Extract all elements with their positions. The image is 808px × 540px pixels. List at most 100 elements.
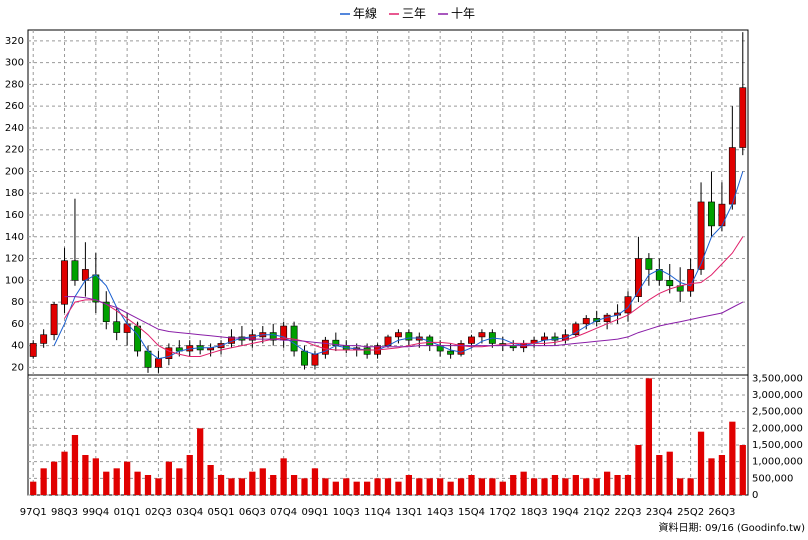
y-tick-label: 260 xyxy=(5,101,24,112)
y2-tick-label: 3,000,000 xyxy=(752,390,803,401)
volume-bar xyxy=(489,478,496,495)
y2-tick-label: 500,000 xyxy=(752,473,793,484)
volume-bar xyxy=(447,481,454,495)
candle-body xyxy=(624,296,632,314)
candle-body xyxy=(697,201,705,270)
y2-tick-label: 1,500,000 xyxy=(752,440,803,451)
volume-bar xyxy=(635,445,642,495)
x-tick-label: 23Q4 xyxy=(646,507,673,518)
x-tick-label: 22Q3 xyxy=(615,507,642,518)
volume-bar xyxy=(82,455,89,495)
legend-label: 年線 xyxy=(353,6,377,21)
volume-bar xyxy=(61,451,68,495)
y-tick-label: 20 xyxy=(11,362,24,373)
y2-tick-label: 2,500,000 xyxy=(752,407,803,418)
volume-bar xyxy=(186,455,193,495)
volume-bar xyxy=(405,475,412,495)
volume-bar xyxy=(520,471,527,495)
candle-body xyxy=(50,303,58,336)
volume-bar xyxy=(593,478,600,495)
volume-bar xyxy=(280,458,287,495)
x-tick-label: 09Q1 xyxy=(301,507,328,518)
ma-line xyxy=(64,296,744,348)
volume-bar xyxy=(499,481,506,495)
volume-bar xyxy=(197,428,204,495)
volume-bar xyxy=(290,475,298,495)
y-tick-label: 320 xyxy=(5,36,24,47)
volume-bar xyxy=(40,468,47,495)
candle-body xyxy=(395,332,402,338)
volume-bar xyxy=(510,475,517,495)
volume-bar xyxy=(155,478,162,495)
x-tick-label: 02Q3 xyxy=(145,507,172,518)
volume-bar xyxy=(551,475,559,495)
candle-body xyxy=(666,280,674,287)
candle-body xyxy=(405,332,413,341)
candle-body xyxy=(29,343,37,357)
x-tick-label: 13Q1 xyxy=(395,507,422,518)
x-tick-label: 05Q1 xyxy=(208,507,235,518)
volume-bar xyxy=(677,478,684,495)
x-tick-label: 07Q4 xyxy=(270,507,297,518)
volume-bar xyxy=(468,475,475,495)
volume-bar xyxy=(207,465,214,495)
volume-bar xyxy=(144,475,152,495)
candle-body xyxy=(478,332,486,338)
candle-body xyxy=(144,350,152,368)
volume-bar xyxy=(71,435,79,495)
volume-bar xyxy=(562,478,569,495)
volume-bar xyxy=(176,468,183,495)
candle-body xyxy=(363,347,371,355)
x-tick-label: 98Q3 xyxy=(51,507,78,518)
footer-note: 資料日期: 09/16 (Goodinfo.tw) xyxy=(658,521,805,534)
candle-body xyxy=(92,274,100,303)
volume-bar xyxy=(718,455,726,495)
volume-bar xyxy=(165,461,172,495)
volume-bar xyxy=(478,478,486,495)
volume-bar xyxy=(311,468,319,495)
volume-bar xyxy=(384,478,392,495)
legend-label: 三年 xyxy=(402,7,426,21)
y-tick-label: 120 xyxy=(5,254,24,265)
candle-body xyxy=(311,354,319,366)
volume-bar xyxy=(259,468,266,495)
volume-bar xyxy=(739,445,746,495)
volume-bar xyxy=(103,471,110,495)
volume-bar xyxy=(604,471,611,495)
volume-bar xyxy=(332,481,339,495)
volume-bar xyxy=(708,458,715,495)
y-tick-label: 220 xyxy=(5,145,24,156)
x-tick-label: 18Q3 xyxy=(521,507,548,518)
volume-bar xyxy=(113,468,120,495)
volume-bar xyxy=(301,478,308,495)
volume-bar xyxy=(217,475,225,495)
volume-bar xyxy=(645,378,652,495)
volume-bar xyxy=(353,481,360,495)
y-tick-label: 240 xyxy=(5,123,24,134)
candle-body xyxy=(645,258,653,270)
candle-body xyxy=(572,323,580,336)
volume-bar xyxy=(530,478,538,495)
candle-body xyxy=(708,201,715,227)
candle-body xyxy=(301,350,308,366)
x-tick-label: 01Q1 xyxy=(114,507,141,518)
volume-bar xyxy=(134,471,141,495)
x-tick-label: 03Q4 xyxy=(176,507,203,518)
volume-bar xyxy=(656,455,663,495)
ma-line xyxy=(53,171,744,360)
y-tick-label: 200 xyxy=(5,166,24,177)
x-tick-label: 15Q4 xyxy=(458,507,485,518)
volume-bar xyxy=(124,461,131,495)
volume-bar xyxy=(583,478,590,495)
x-tick-label: 21Q2 xyxy=(583,507,610,518)
volume-bar xyxy=(572,475,579,495)
candle-body xyxy=(61,260,68,305)
candle-body xyxy=(718,203,726,227)
x-tick-label: 14Q3 xyxy=(427,507,454,518)
volume-bar xyxy=(364,481,371,495)
volume-bar xyxy=(457,478,465,495)
volume-bar xyxy=(666,451,673,495)
candle-body xyxy=(40,334,48,344)
volume-bar xyxy=(614,475,621,495)
